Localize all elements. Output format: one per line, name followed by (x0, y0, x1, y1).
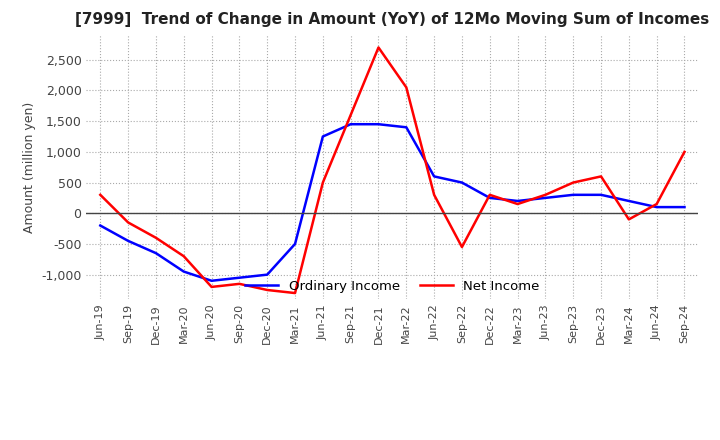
Net Income (318, 180, 327, 185)
Net Income (263, 287, 271, 293)
Net Income (124, 220, 132, 225)
Net Income (291, 290, 300, 296)
Ordinary Income (291, 241, 300, 246)
Ordinary Income (430, 174, 438, 179)
Ordinary Income (179, 269, 188, 274)
Net Income (652, 202, 661, 207)
Line: Ordinary Income: Ordinary Income (100, 124, 685, 281)
Ordinary Income (235, 275, 243, 280)
Ordinary Income (597, 192, 606, 198)
Ordinary Income (458, 180, 467, 185)
Net Income (96, 192, 104, 198)
Ordinary Income (624, 198, 633, 204)
Net Income (624, 217, 633, 222)
Ordinary Income (652, 205, 661, 210)
Net Income (235, 281, 243, 286)
Legend: Ordinary Income, Net Income: Ordinary Income, Net Income (240, 274, 545, 298)
Ordinary Income (263, 272, 271, 277)
Net Income (402, 85, 410, 90)
Net Income (374, 45, 383, 50)
Net Income (458, 244, 467, 249)
Ordinary Income (569, 192, 577, 198)
Ordinary Income (374, 121, 383, 127)
Y-axis label: Amount (million yen): Amount (million yen) (22, 102, 35, 233)
Ordinary Income (346, 121, 355, 127)
Line: Net Income: Net Income (100, 48, 685, 293)
Ordinary Income (680, 205, 689, 210)
Net Income (597, 174, 606, 179)
Net Income (346, 112, 355, 117)
Ordinary Income (485, 195, 494, 201)
Ordinary Income (207, 278, 216, 283)
Net Income (207, 284, 216, 290)
Net Income (485, 192, 494, 198)
Title: [7999]  Trend of Change in Amount (YoY) of 12Mo Moving Sum of Incomes: [7999] Trend of Change in Amount (YoY) o… (76, 12, 709, 27)
Net Income (152, 235, 161, 240)
Net Income (680, 149, 689, 154)
Ordinary Income (152, 250, 161, 256)
Net Income (541, 192, 550, 198)
Ordinary Income (96, 223, 104, 228)
Ordinary Income (124, 238, 132, 243)
Ordinary Income (513, 198, 522, 204)
Net Income (179, 253, 188, 259)
Ordinary Income (402, 125, 410, 130)
Net Income (513, 202, 522, 207)
Net Income (569, 180, 577, 185)
Ordinary Income (541, 195, 550, 201)
Ordinary Income (318, 134, 327, 139)
Net Income (430, 192, 438, 198)
